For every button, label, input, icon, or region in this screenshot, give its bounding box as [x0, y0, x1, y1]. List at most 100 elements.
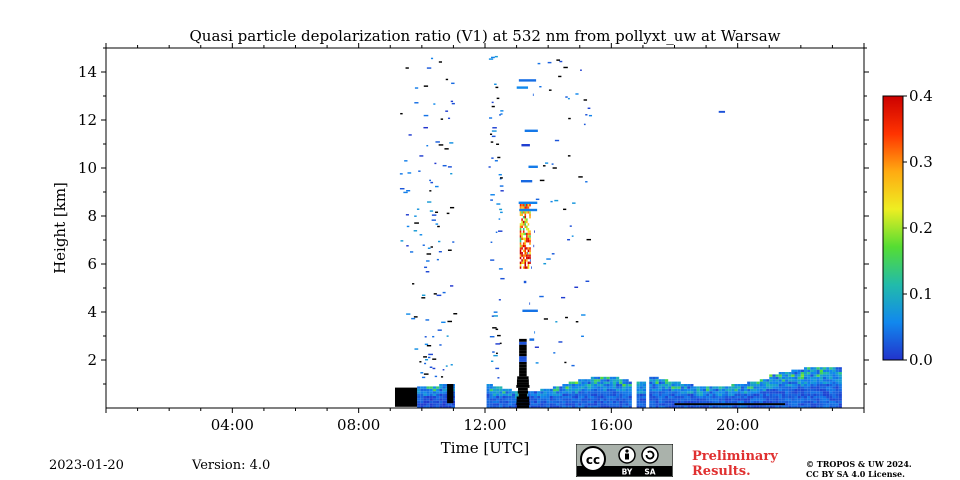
heatmap-cell	[519, 247, 522, 250]
heatmap-cell	[838, 388, 842, 392]
no-data-cell	[447, 384, 454, 404]
copyright-line-1: © TROPOS & UW 2024.	[806, 459, 912, 469]
heatmap-cell	[505, 403, 509, 406]
heatmap-cell	[511, 391, 516, 394]
heatmap-cell	[423, 356, 428, 358]
heatmap-cell	[642, 388, 647, 392]
heatmap-cell	[706, 396, 710, 399]
heatmap-cell	[488, 58, 494, 60]
heatmap-cell	[800, 403, 804, 406]
heatmap-cell	[693, 391, 697, 394]
heatmap-cell	[426, 344, 432, 347]
heatmap-cell	[574, 286, 579, 288]
heatmap-cell	[587, 396, 591, 399]
heatmap-cell	[417, 403, 421, 406]
heatmap-cell	[655, 396, 659, 399]
heatmap-cell	[442, 384, 446, 387]
heatmap-cell	[448, 403, 452, 406]
heatmap-cell	[529, 252, 531, 255]
heatmap-cell	[800, 391, 804, 394]
heatmap-cell	[580, 69, 582, 71]
heatmap-cell	[829, 379, 833, 382]
heatmap-cell	[810, 374, 814, 377]
heatmap-cell	[829, 374, 833, 377]
heatmap-cell	[533, 396, 538, 399]
heatmap-cell	[766, 400, 770, 404]
heatmap-cell	[803, 381, 808, 384]
heatmap-cell	[499, 403, 503, 406]
heatmap-cell	[622, 386, 626, 389]
no-data-cell	[519, 356, 527, 360]
heatmap-cell	[826, 374, 830, 377]
heatmap-cell	[718, 391, 722, 394]
heatmap-cell	[778, 379, 782, 382]
heatmap-cell	[655, 405, 659, 408]
heatmap-cell	[439, 384, 443, 387]
heatmap-cell	[600, 393, 604, 396]
heatmap-cell	[699, 400, 703, 404]
no-data-cell	[517, 376, 529, 380]
heatmap-cell	[699, 398, 703, 401]
heatmap-cell	[769, 393, 773, 396]
heatmap-cell	[702, 391, 707, 394]
heatmap-cell	[794, 374, 798, 377]
heatmap-cell	[832, 388, 836, 392]
heatmap-cell	[788, 405, 792, 408]
heatmap-cell	[762, 384, 767, 387]
heatmap-cell	[832, 381, 836, 384]
heatmap-cell	[690, 400, 694, 404]
no-data-cell	[519, 353, 527, 357]
heatmap-cell	[655, 379, 659, 382]
heatmap-cell	[492, 391, 497, 394]
heatmap-cell	[683, 386, 688, 389]
heatmap-cell	[442, 391, 446, 394]
heatmap-cell	[529, 338, 535, 341]
heatmap-cell	[709, 393, 713, 396]
version-label: Version: 4.0	[192, 458, 271, 473]
heatmap-cell	[420, 372, 424, 374]
heatmap-cell	[668, 386, 672, 389]
heatmap-cell	[527, 266, 530, 269]
heatmap-cell	[495, 367, 500, 370]
colorbar-tick-label: 0.2	[909, 219, 933, 237]
heatmap-cell	[526, 206, 528, 209]
heatmap-cell	[807, 386, 811, 389]
heatmap-cell	[622, 379, 626, 382]
heatmap-cell	[791, 374, 795, 377]
heatmap-cell	[519, 223, 522, 226]
heatmap-cell	[822, 396, 827, 399]
heatmap-cell	[508, 400, 512, 404]
heatmap-cell	[778, 376, 782, 380]
heatmap-cell	[674, 386, 678, 389]
heatmap-cell	[543, 391, 547, 394]
heatmap-cell	[597, 391, 601, 394]
date-label: 2023-01-20	[49, 458, 124, 473]
heatmap-cell	[451, 82, 455, 85]
heatmap-cell	[508, 393, 512, 396]
heatmap-cell	[775, 398, 779, 401]
heatmap-cell	[737, 398, 741, 401]
heatmap-cell	[718, 405, 722, 408]
heatmap-cell	[438, 240, 441, 243]
colorbar	[882, 95, 904, 361]
heatmap-cell	[436, 388, 440, 392]
heatmap-cell	[423, 114, 429, 117]
heatmap-cell	[445, 405, 449, 408]
x-tick-label: 16:00	[590, 416, 633, 434]
heatmap-cell	[428, 353, 433, 356]
heatmap-cell	[587, 398, 591, 401]
heatmap-cell	[829, 381, 833, 384]
heatmap-cell	[628, 398, 632, 401]
heatmap-cell	[731, 393, 735, 396]
heatmap-cell	[816, 372, 820, 375]
heatmap-cell	[399, 187, 405, 190]
heatmap-cell	[677, 381, 681, 384]
heatmap-cell	[781, 388, 786, 392]
no-data-cell	[519, 367, 527, 371]
heatmap-cell	[571, 405, 576, 408]
heatmap-cell	[499, 405, 503, 408]
heatmap-cell	[725, 396, 729, 399]
heatmap-cell	[524, 223, 527, 226]
heatmap-cell	[816, 400, 820, 404]
heatmap-cell	[571, 364, 575, 367]
